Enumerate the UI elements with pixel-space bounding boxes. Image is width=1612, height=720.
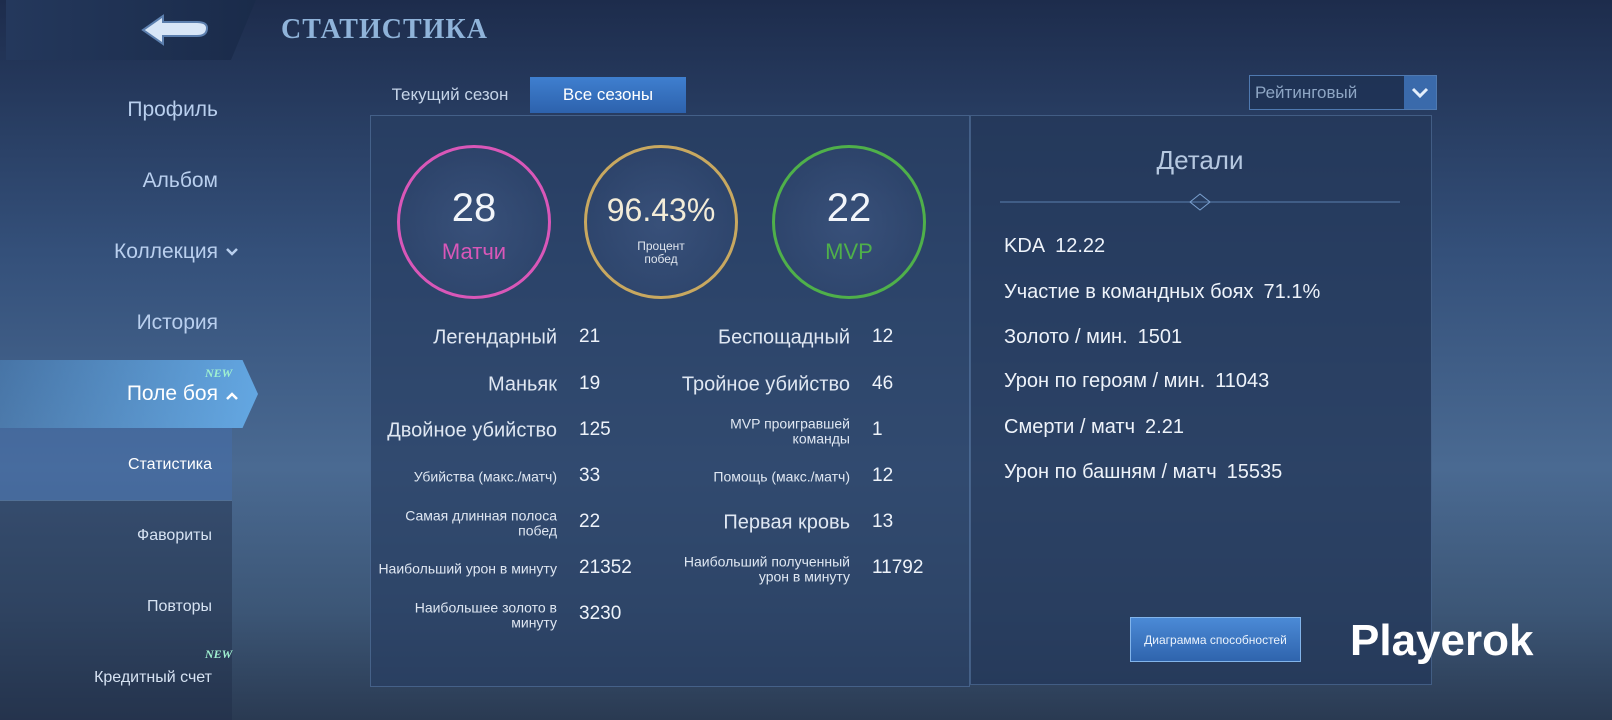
mode-select-label: Рейтинговый	[1255, 83, 1358, 102]
stat-label: Беспощадный	[717, 326, 850, 349]
summary-value: 22	[826, 186, 872, 230]
summary-circle: 22 MVP	[772, 145, 926, 299]
detail-row: Участие в командных боях 71.1%	[1004, 281, 1320, 304]
stat-label: Первая кровь	[723, 511, 850, 534]
detail-label: Золото / мин.	[1004, 326, 1128, 348]
back-button[interactable]	[135, 10, 215, 52]
sidebar-item[interactable]: Профиль	[127, 98, 218, 121]
stat-value: 12	[872, 326, 894, 347]
summary-circle: 28 Матчи	[397, 145, 551, 299]
details-title: Детали	[1156, 145, 1244, 175]
sidebar-item[interactable]: Поле боя	[126, 382, 218, 405]
stat-value: 21	[579, 326, 601, 347]
new-badge: NEW	[205, 366, 233, 380]
detail-label: KDA	[1004, 235, 1046, 257]
stat-value: 3230	[579, 603, 622, 624]
detail-row: Золото / мин. 1501	[1004, 326, 1182, 349]
stat-label: Наибольшее золото в минуту	[414, 599, 557, 630]
detail-row: Смерти / матч 2.21	[1004, 416, 1184, 439]
stat-label: Помощь (макс./матч)	[713, 468, 850, 485]
stat-label: MVP проигравшей команды	[730, 415, 850, 446]
stat-value: 13	[872, 511, 894, 532]
new-badge: NEW	[205, 647, 233, 661]
stat-value: 11792	[872, 557, 924, 578]
detail-label: Урон по башням / матч	[1004, 461, 1217, 483]
tab[interactable]: Все сезоны	[562, 85, 654, 104]
back-panel	[6, 0, 256, 60]
detail-row: KDA 12.22	[1004, 235, 1105, 258]
detail-value: 11043	[1215, 370, 1270, 392]
sidebar-subitem[interactable]: Повторы	[147, 598, 212, 615]
sidebar-subitem[interactable]: Кредитный счет	[94, 669, 212, 686]
sidebar-item[interactable]: История	[136, 311, 218, 334]
detail-row: Урон по героям / мин. 11043	[1004, 370, 1269, 393]
summary-label: MVP	[825, 239, 873, 264]
detail-label: Участие в командных боях	[1004, 281, 1254, 303]
stat-label: Легендарный	[433, 326, 557, 349]
detail-label: Смерти / матч	[1004, 416, 1136, 438]
sidebar-item[interactable]: Коллекция	[114, 240, 218, 263]
mode-select-arrow	[1404, 76, 1436, 109]
stat-value: 125	[579, 419, 611, 440]
detail-row: Урон по башням / матч 15535	[1004, 461, 1282, 484]
stat-label: Убийства (макс./матч)	[413, 468, 557, 485]
stat-label: Наибольший урон в минуту	[378, 560, 557, 577]
detail-value: 1501	[1137, 326, 1183, 348]
subitems-bg	[0, 500, 232, 720]
watermark: Playerok	[1350, 616, 1534, 665]
chevron-up	[226, 392, 238, 400]
stat-label: Маньяк	[487, 373, 557, 396]
details-panel	[970, 115, 1432, 685]
summary-value: 28	[451, 186, 497, 230]
mode-select[interactable]: Рейтинговый	[1249, 75, 1437, 110]
active-item-bg	[0, 360, 258, 428]
detail-label: Урон по героям / мин.	[1004, 370, 1206, 392]
stat-value: 46	[872, 373, 894, 394]
sidebar-subitem[interactable]: Фавориты	[137, 527, 212, 544]
active-subitem-bg	[0, 428, 232, 501]
stat-value: 21352	[579, 557, 632, 578]
summary-value: 96.43%	[606, 192, 716, 228]
stat-value: 1	[872, 419, 883, 440]
summary-label: Процент побед	[637, 239, 685, 266]
stat-value: 12	[872, 465, 894, 486]
stat-value: 19	[579, 373, 601, 394]
stat-label: Двойное убийство	[387, 419, 557, 442]
detail-value: 15535	[1226, 461, 1283, 483]
detail-value: 2.21	[1145, 416, 1184, 438]
detail-value: 71.1%	[1263, 281, 1321, 303]
page-title: СТАТИСТИКА	[281, 14, 488, 45]
summary-circle: 96.43% Процент побед	[584, 145, 738, 299]
tab[interactable]: Текущий сезон	[391, 85, 509, 104]
active-tab-bg	[530, 77, 686, 113]
stat-label: Наибольший полученный урон в минуту	[683, 553, 850, 584]
ability-chart-button[interactable]: Диаграмма способностей	[1130, 617, 1301, 662]
stat-value: 33	[579, 465, 601, 486]
stat-label: Самая длинная полоса побед	[405, 507, 557, 538]
sidebar-item[interactable]: Альбом	[142, 169, 218, 192]
sidebar-subitem[interactable]: Статистика	[127, 456, 212, 473]
chevron-down	[226, 248, 238, 256]
stat-label: Тройное убийство	[681, 373, 850, 396]
detail-value: 12.22	[1055, 235, 1106, 257]
summary-label: Матчи	[441, 239, 507, 264]
details-divider	[1000, 193, 1400, 211]
stat-value: 22	[579, 511, 601, 532]
